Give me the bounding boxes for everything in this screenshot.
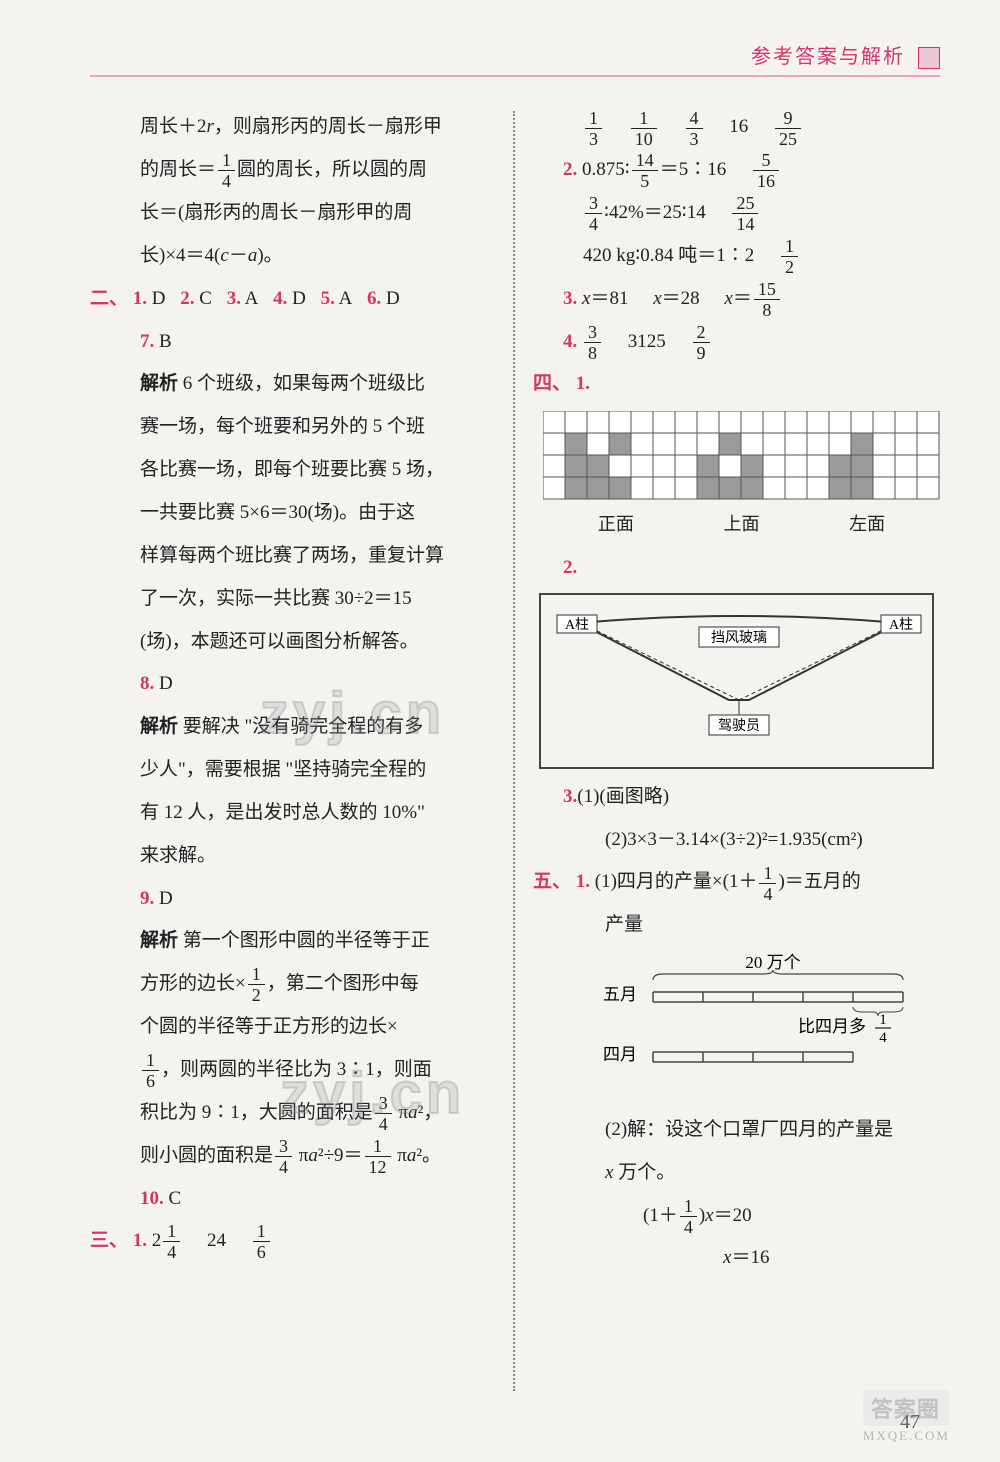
section-3: 三、 1. 214 24 16 [90,1221,495,1262]
text-line: (场)，本题还可以画图分析解答。 [90,622,495,663]
text-line: 各比赛一场，即每个班要比赛 5 场， [90,450,495,491]
text-line: 2. 0.875∶145＝5∶16 516 [533,150,940,191]
watermark-url: MXQE.COM [863,1428,950,1444]
text-line: (1＋14)x＝20 [533,1196,940,1237]
text-line: 解析 6 个班级，如果每两个班级比 [90,364,495,405]
text-line: 有 12 人，是出发时总人数的 10%" [90,793,495,834]
header-title: 参考答案与解析 [751,46,905,68]
text-line: 来求解。 [90,836,495,877]
section-5: 五、 1. (1)四月的产量×(1＋14)＝五月的 [533,862,940,903]
section-2: 二、 1. D 2. C 3. A 4. D 5. A 6. D [90,279,495,320]
text-line: 34∶42%＝25∶14 2514 [533,193,940,234]
watermark-bottom: 答案圈 MXQE.COM [863,1390,950,1444]
text-line: 3. x＝81 x＝28 x＝158 [533,279,940,320]
text-line: x＝16 [533,1238,940,1279]
grid-label-top: 上面 [723,505,759,544]
grid-label-left: 左面 [849,505,885,544]
text-line: x 万个。 [533,1153,940,1194]
grid-label-front: 正面 [598,505,634,544]
grid-diagram: 正面 上面 左面 [543,411,940,544]
text-line: 长＝(扇形丙的周长－扇形甲的周 [90,193,495,234]
text-line: 解析 要解决 "没有骑完全程的有多 [90,707,495,748]
text-line: 样算每两个班比赛了两场，重复计算 [90,536,495,577]
answer-line: 8. D [90,664,495,705]
svg-text:4: 4 [879,1030,887,1046]
text-line: 少人"，需要根据 "坚持骑完全程的 [90,750,495,791]
text-line: 了一次，实际一共比赛 30÷2＝15 [90,579,495,620]
text-line: 积比为 9∶1，大圆的面积是34 πa²， [90,1093,495,1134]
watermark-text: 答案圈 [863,1390,950,1426]
svg-text:比四月多: 比四月多 [798,1017,866,1036]
page-header: 参考答案与解析 [90,40,940,77]
right-column: 13 110 43 16 925 2. 0.875∶145＝5∶16 516 3… [515,107,940,1391]
text-line: (2)解：设这个口罩厂四月的产量是 [533,1110,940,1151]
text-line: 解析 第一个图形中圆的半径等于正 [90,921,495,962]
text-line: 4. 38 3125 29 [533,322,940,363]
section-4: 四、 1. [533,364,940,405]
svg-text:驾驶员: 驾驶员 [718,718,760,734]
text-line: 的周长＝14圆的周长，所以圆的周 [90,150,495,191]
svg-text:20 万个: 20 万个 [745,953,800,972]
text-line: 一共要比赛 5×6＝30(场)。由于这 [90,493,495,534]
text-line: 3.(1)(画图略) [533,777,940,818]
text-line: 则小圆的面积是34 πa²÷9＝112 πa²。 [90,1136,495,1177]
svg-text:1: 1 [879,1012,887,1028]
svg-text:五月: 五月 [603,985,637,1004]
header-icon [918,47,940,69]
text-line: 2. [533,548,940,589]
svg-text:A柱: A柱 [565,617,589,633]
answer-line: 9. D [90,879,495,920]
text-line: 赛一场，每个班要和另外的 5 个班 [90,407,495,448]
left-column: 周长＋2r，则扇形丙的周长－扇形甲 的周长＝14圆的周长，所以圆的周 长＝(扇形… [90,107,513,1391]
text-line: 16，则两圆的半径比为 3∶1，则面 [90,1050,495,1091]
svg-text:A柱: A柱 [889,617,913,633]
windshield-diagram: A柱 A柱挡风玻璃驾驶员 [539,593,934,769]
text-line: 13 110 43 16 925 [533,107,940,148]
text-line: 个圆的半径等于正方形的边长× [90,1007,495,1048]
bar-diagram: 20 万个五月四月 比四月多 1 4 [583,952,940,1108]
text-line: (2)3×3－3.14×(3÷2)²=1.935(cm²) [533,820,940,861]
text-line: 周长＋2r，则扇形丙的周长－扇形甲 [90,107,495,148]
svg-text:挡风玻璃: 挡风玻璃 [711,629,767,646]
answer-line: 7. B [90,322,495,363]
svg-text:四月: 四月 [603,1045,637,1064]
text-line: 方形的边长×12，第二个图形中每 [90,964,495,1005]
text-line: 产量 [533,905,940,946]
answer-line: 10. C [90,1179,495,1220]
text-line: 长)×4＝4(c－a)。 [90,236,495,277]
text-line: 420 kg∶0.84 吨＝1∶2 12 [533,236,940,277]
